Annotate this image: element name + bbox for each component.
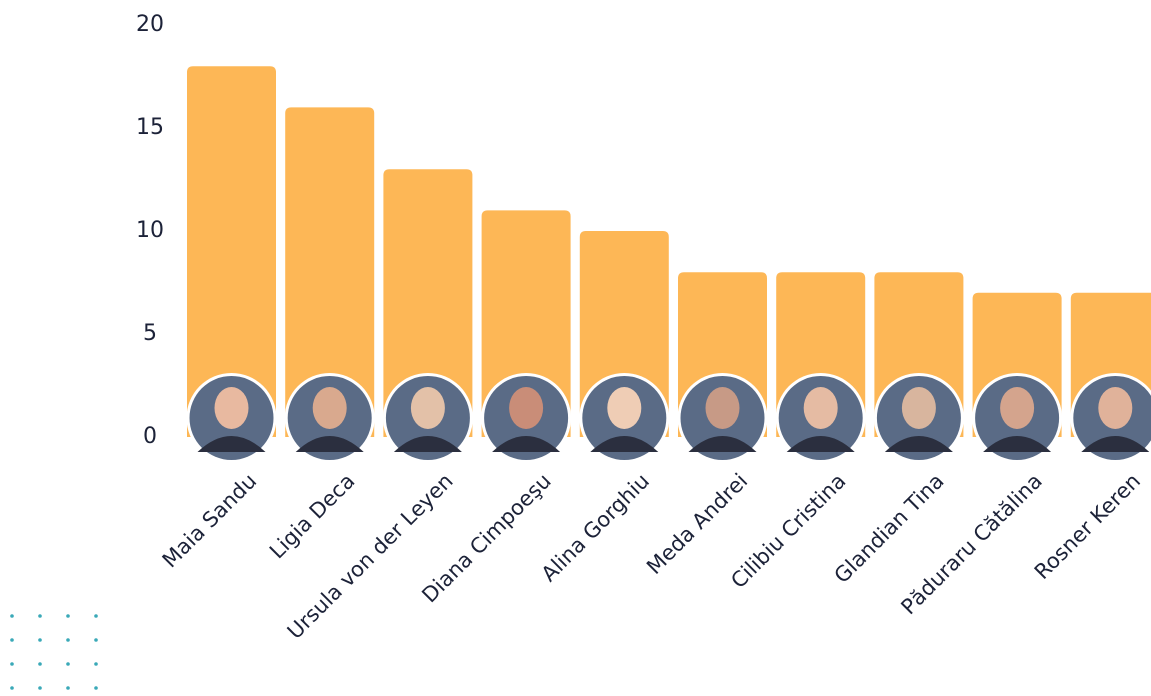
avatar-shoulders [197,436,266,452]
bar [285,107,375,438]
x-tick-label: Ligia Deca [265,469,360,564]
avatar-shoulders [884,436,953,452]
avatar-shoulders [786,436,855,452]
avatar-face [312,387,347,429]
avatar-face [607,387,642,429]
x-tick-label: Meda Andrei [642,469,752,579]
avatar-face [410,387,445,429]
avatar-face [705,387,740,429]
avatar-shoulders [688,436,757,452]
dot-pattern [10,614,98,690]
avatar-shoulders [295,436,364,452]
bar [187,66,276,437]
x-tick-label: Rosner Keren [1030,469,1145,584]
avatar-shoulders [1081,436,1150,452]
y-tick-label: 20 [136,12,164,37]
y-tick-label: 10 [136,218,164,243]
avatar-face [803,387,838,429]
avatar-face [509,387,544,429]
x-tick-label: Ursula von der Leyen [283,469,458,644]
y-tick-label: 15 [136,115,164,140]
avatar-shoulders [590,436,659,452]
avatar-face [901,387,936,429]
y-tick-label: 0 [143,424,157,449]
x-tick-label: Maia Sandu [158,469,262,573]
avatar-face [1098,387,1133,429]
avatar-shoulders [983,436,1052,452]
avatar-face [214,387,249,429]
avatar-shoulders [393,436,462,452]
avatar-face [1000,387,1035,429]
y-tick-label: 5 [143,321,157,346]
avatar-shoulders [492,436,561,452]
bar [383,169,473,437]
